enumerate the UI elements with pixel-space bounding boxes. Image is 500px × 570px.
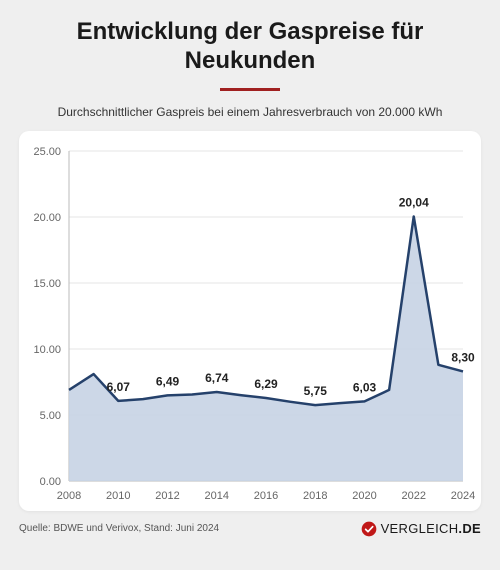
svg-text:8,30: 8,30	[451, 350, 475, 364]
svg-text:6,49: 6,49	[156, 374, 180, 388]
svg-text:2018: 2018	[303, 490, 327, 502]
gasprice-chart: 0.00 5.00 10.00 15.00 20.00 25.00 2008 2010 2012…	[19, 131, 481, 511]
svg-text:2020: 2020	[352, 490, 376, 502]
svg-text:2024: 2024	[451, 490, 475, 502]
brand-check-icon	[361, 521, 377, 537]
svg-text:2022: 2022	[402, 490, 426, 502]
svg-text:6,74: 6,74	[205, 371, 229, 385]
svg-text:10.00: 10.00	[33, 344, 61, 356]
title-line-2: Neukunden	[185, 47, 316, 74]
chart-subtitle: Durchschnittlicher Gaspreis bei einem Ja…	[58, 105, 443, 119]
svg-text:6,29: 6,29	[254, 377, 278, 391]
svg-text:15.00: 15.00	[33, 278, 61, 290]
svg-text:2016: 2016	[254, 490, 278, 502]
svg-text:0.00: 0.00	[40, 476, 61, 488]
svg-text:2010: 2010	[106, 490, 130, 502]
footer: Quelle: BDWE und Verivox, Stand: Juni 20…	[19, 521, 481, 537]
title-line-1: Entwicklung der Gaspreise für	[77, 18, 424, 45]
svg-text:2008: 2008	[57, 490, 81, 502]
svg-text:5,75: 5,75	[304, 384, 328, 398]
svg-text:20.00: 20.00	[33, 212, 61, 224]
chart-title: Entwicklung der Gaspreise für Neukunden	[77, 18, 424, 76]
svg-text:5.00: 5.00	[40, 410, 61, 422]
svg-text:2012: 2012	[155, 490, 179, 502]
chart-card: 0.00 5.00 10.00 15.00 20.00 25.00 2008 2010 2012…	[19, 131, 481, 511]
svg-text:20,04: 20,04	[399, 195, 429, 209]
brand-logo: VERGLEICH.DE	[361, 521, 481, 537]
svg-text:2014: 2014	[205, 490, 229, 502]
brand-text: VERGLEICH.DE	[381, 521, 481, 536]
title-underline	[220, 88, 280, 91]
source-text: Quelle: BDWE und Verivox, Stand: Juni 20…	[19, 523, 219, 534]
svg-text:25.00: 25.00	[33, 146, 61, 158]
svg-text:6,07: 6,07	[107, 379, 131, 393]
svg-text:6,03: 6,03	[353, 380, 377, 394]
